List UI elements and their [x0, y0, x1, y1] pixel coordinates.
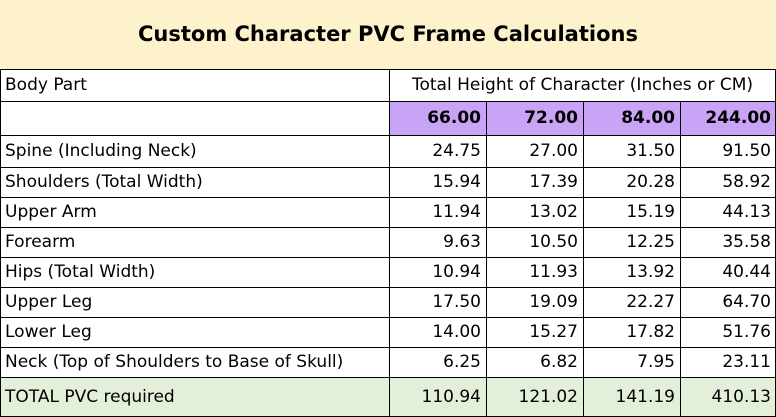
- measurement-cell[interactable]: 10.94: [432, 262, 481, 282]
- height-value-2[interactable]: 72.00: [486, 101, 583, 135]
- row-border: [0, 227, 776, 228]
- total-value-1[interactable]: 110.94: [389, 377, 486, 417]
- measurement-cell[interactable]: 44.13: [722, 202, 771, 222]
- total-label[interactable]: TOTAL PVC required: [0, 377, 389, 417]
- measurement-cell[interactable]: 11.94: [432, 202, 481, 222]
- measurement-cell[interactable]: 40.44: [722, 262, 771, 282]
- height-value-4[interactable]: 244.00: [680, 101, 776, 135]
- measurement-cell[interactable]: 22.27: [626, 292, 675, 312]
- title-row[interactable]: Custom Character PVC Frame Calculations: [0, 0, 776, 70]
- measurement-cell[interactable]: 23.11: [722, 352, 771, 372]
- total-value-3[interactable]: 141.19: [583, 377, 680, 417]
- column-border: [389, 69, 390, 417]
- measurement-cell[interactable]: 31.50: [626, 141, 675, 161]
- header-total-height[interactable]: Total Height of Character (Inches or CM): [411, 75, 754, 95]
- row-border: [0, 167, 776, 168]
- body-part-label[interactable]: Lower Leg: [5, 322, 92, 342]
- measurement-cell[interactable]: 51.76: [722, 322, 771, 342]
- measurement-cell[interactable]: 10.50: [529, 232, 578, 252]
- measurement-cell[interactable]: 11.93: [529, 262, 578, 282]
- body-part-label[interactable]: Upper Leg: [5, 292, 93, 312]
- column-border: [486, 101, 487, 417]
- measurement-cell[interactable]: 64.70: [722, 292, 771, 312]
- measurement-cell[interactable]: 91.50: [722, 141, 771, 161]
- row-border: [0, 257, 776, 258]
- height-value-1[interactable]: 66.00: [389, 101, 486, 135]
- measurement-cell[interactable]: 6.25: [443, 352, 481, 372]
- row-border: [0, 197, 776, 198]
- column-border: [680, 101, 681, 417]
- measurement-cell[interactable]: 15.19: [626, 202, 675, 222]
- header-body-part[interactable]: Body Part: [5, 75, 87, 95]
- body-part-label[interactable]: Hips (Total Width): [5, 262, 156, 282]
- measurement-cell[interactable]: 58.92: [722, 172, 771, 192]
- measurement-cell[interactable]: 15.94: [432, 172, 481, 192]
- measurement-cell[interactable]: 20.28: [626, 172, 675, 192]
- measurement-cell[interactable]: 19.09: [529, 292, 578, 312]
- measurement-cell[interactable]: 17.82: [626, 322, 675, 342]
- row-border: [0, 347, 776, 348]
- height-value-3[interactable]: 84.00: [583, 101, 680, 135]
- measurement-cell[interactable]: 12.25: [626, 232, 675, 252]
- column-border: [583, 101, 584, 417]
- measurement-cell[interactable]: 7.95: [637, 352, 675, 372]
- row-border: [0, 287, 776, 288]
- column-border: [0, 69, 1, 417]
- measurement-cell[interactable]: 14.00: [432, 322, 481, 342]
- measurement-cell[interactable]: 27.00: [529, 141, 578, 161]
- measurement-cell[interactable]: 9.63: [443, 232, 481, 252]
- body-part-label[interactable]: Spine (Including Neck): [5, 141, 197, 161]
- body-part-label[interactable]: Upper Arm: [5, 202, 97, 222]
- measurement-cell[interactable]: 17.50: [432, 292, 481, 312]
- body-part-label[interactable]: Shoulders (Total Width): [5, 172, 203, 192]
- heights-label-cell[interactable]: [0, 101, 389, 135]
- total-value-4[interactable]: 410.13: [680, 377, 776, 417]
- total-value-2[interactable]: 121.02: [486, 377, 583, 417]
- measurement-cell[interactable]: 17.39: [529, 172, 578, 192]
- measurement-cell[interactable]: 13.02: [529, 202, 578, 222]
- measurement-cell[interactable]: 13.92: [626, 262, 675, 282]
- body-part-label[interactable]: Neck (Top of Shoulders to Base of Skull): [5, 352, 344, 372]
- row-border: [0, 69, 776, 70]
- measurement-cell[interactable]: 24.75: [432, 141, 481, 161]
- row-border: [0, 135, 776, 136]
- sheet-title: Custom Character PVC Frame Calculations: [138, 22, 638, 46]
- row-border: [0, 377, 776, 378]
- body-part-label[interactable]: Forearm: [5, 232, 76, 252]
- row-border: [0, 317, 776, 318]
- measurement-cell[interactable]: 35.58: [722, 232, 771, 252]
- measurement-cell[interactable]: 6.82: [540, 352, 578, 372]
- row-border: [0, 101, 776, 102]
- measurement-cell[interactable]: 15.27: [529, 322, 578, 342]
